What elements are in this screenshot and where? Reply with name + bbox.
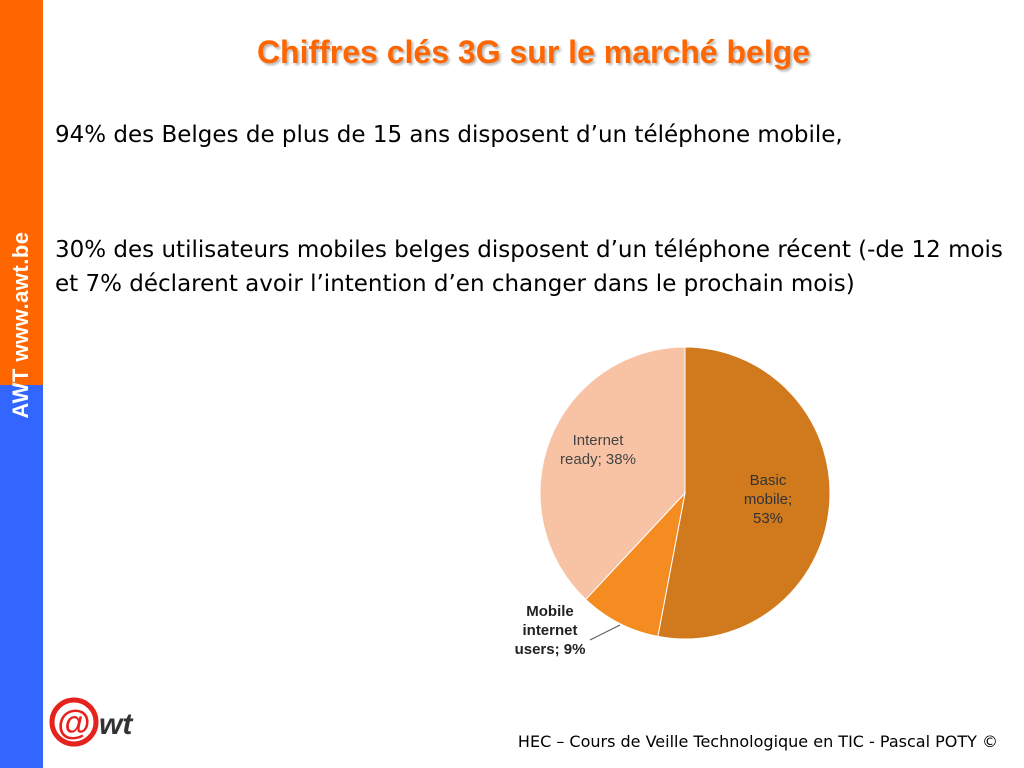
footer-text: HEC – Cours de Veille Technologique en T…: [517, 732, 998, 751]
pie-slice-internet-ready: [539, 346, 686, 601]
awt-logo: @ wt: [47, 690, 157, 760]
pie-labels-group: Basic mobile; 53% Mobile internet users; 9% In…: [515, 432, 793, 658]
pie-label-basic-mobile-line: Basic: [750, 472, 787, 489]
logo-wordmark: wt: [99, 708, 134, 741]
sidebar-top-band: [0, 0, 43, 385]
pie-label-basic-mobile-line: 53%: [753, 510, 783, 527]
statistic-paragraph-recent-phones: 30% des utilisateurs mobiles belges disp…: [55, 237, 1003, 297]
pie-slice-mobile-internet-users: [585, 491, 686, 637]
pie-label-mobile-internet-users: Mobile internet users; 9%: [515, 603, 586, 658]
logo-at-symbol: @: [57, 704, 90, 742]
sidebar-site-label: AWT www.awt.be: [8, 231, 33, 419]
statistic-paragraph-mobile-ownership: 94% des Belges de plus de 15 ans dispose…: [55, 122, 843, 148]
pie-slice-basic-mobile: [657, 346, 831, 640]
pie-label-mobile-internet-users-line: internet: [522, 622, 577, 639]
mobile-internet-leader-line: [589, 624, 621, 641]
pie-label-internet-ready-line: Internet: [573, 432, 625, 449]
logo-at-ring-icon: [49, 697, 99, 747]
pie-label-basic-mobile-line: mobile;: [744, 491, 792, 508]
pie-label-basic-mobile: Basic mobile; 53%: [744, 472, 792, 527]
sidebar-bottom-band: [0, 385, 43, 768]
pie-chart: Basic mobile; 53% Mobile internet users; 9% In…: [515, 346, 831, 658]
pie-label-mobile-internet-users-line: users; 9%: [515, 641, 586, 658]
pie-label-internet-ready-line: ready; 38%: [560, 451, 636, 468]
pie-label-internet-ready: Internet ready; 38%: [560, 432, 636, 468]
slide-title: Chiffres clés 3G sur le marché belge: [256, 34, 811, 70]
pie-label-mobile-internet-users-line: Mobile: [526, 603, 574, 620]
sidebar: AWT www.awt.be: [0, 0, 43, 768]
pie-slices-group: [539, 346, 831, 640]
